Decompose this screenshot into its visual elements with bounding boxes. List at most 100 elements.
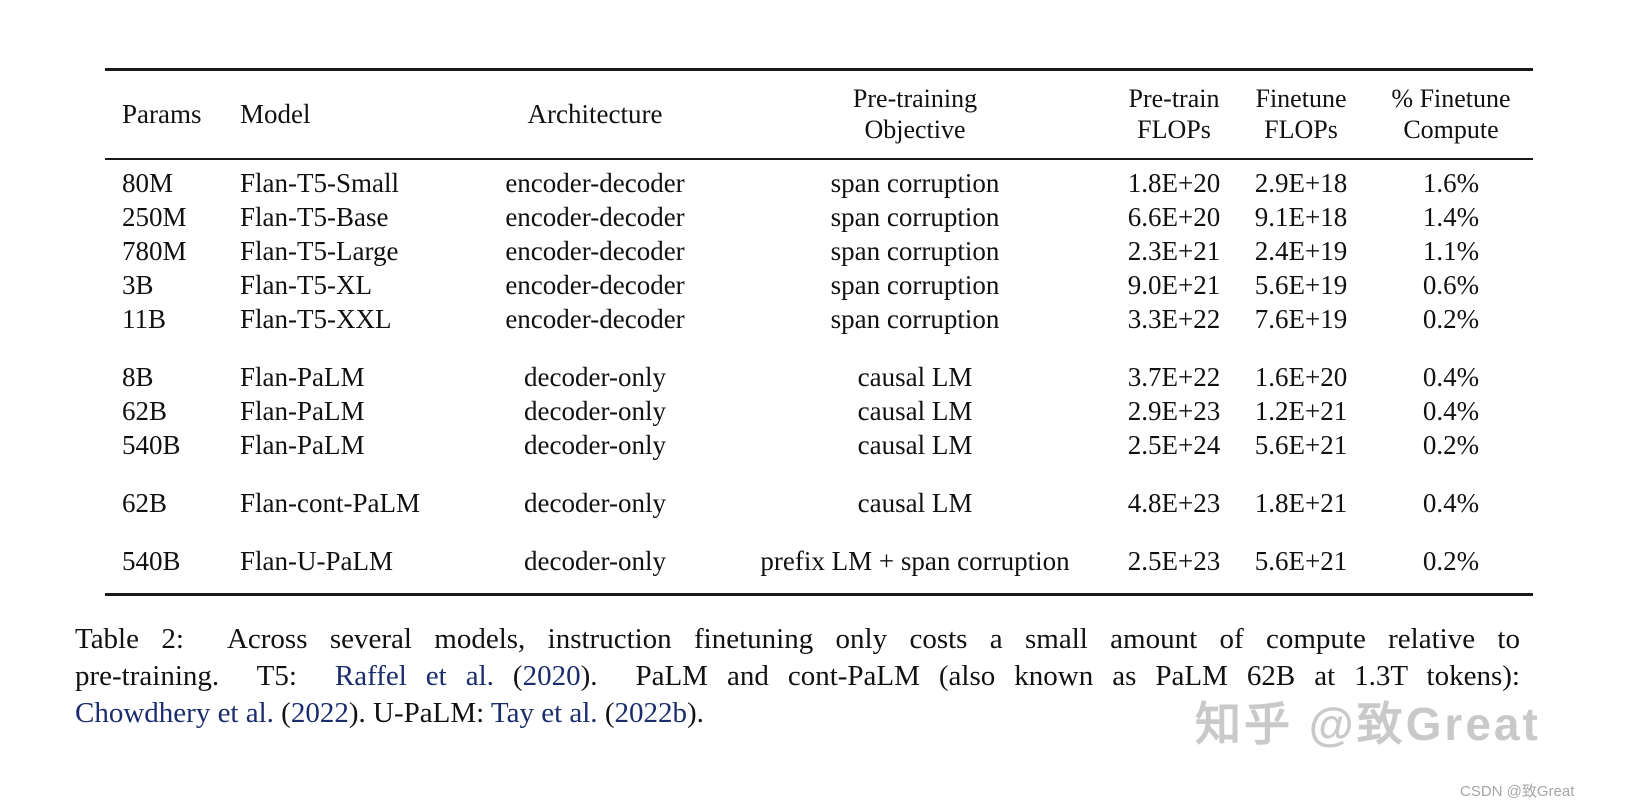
- cell-finetune-flops: 7.6E+19: [1254, 304, 1348, 334]
- citation-year-tay[interactable]: 2022b: [614, 697, 687, 729]
- cell-pct-finetune: 0.4%: [1422, 396, 1480, 426]
- table-row: 3B Flan-T5-XL encoder-decoder span corru…: [105, 269, 1533, 303]
- cell-params: 8B: [122, 362, 154, 392]
- cell-pct-finetune: 0.4%: [1422, 362, 1480, 392]
- caption-line-1: Table 2: Across several models, instruct…: [75, 623, 1520, 655]
- cell-objective: span corruption: [830, 270, 1000, 300]
- header-row: Params Model Architecture Pre-training Ob…: [105, 69, 1533, 160]
- cell-objective: causal LM: [857, 362, 973, 392]
- cell-finetune-flops: 5.6E+19: [1254, 270, 1348, 300]
- cell-pct-finetune: 0.2%: [1422, 546, 1480, 576]
- citation-year-raffel[interactable]: 2020: [522, 660, 581, 692]
- cell-architecture: decoder-only: [524, 546, 666, 576]
- table-row: 540B Flan-PaLM decoder-only causal LM 2.…: [105, 429, 1533, 463]
- cell-model: Flan-cont-PaLM: [240, 488, 420, 518]
- cell-finetune-flops: 9.1E+18: [1254, 202, 1348, 232]
- cell-model: Flan-U-PaLM: [240, 546, 393, 576]
- cell-pct-finetune: 0.6%: [1422, 270, 1480, 300]
- col-header-finetune-flops: Finetune FLOPs: [1233, 69, 1369, 160]
- cell-objective: span corruption: [830, 168, 1000, 198]
- cell-objective: causal LM: [857, 430, 973, 460]
- cell-pretrain-flops: 4.8E+23: [1127, 488, 1221, 518]
- caption-text: pre-training. T5:: [75, 660, 335, 692]
- cell-pct-finetune: 0.4%: [1422, 488, 1480, 518]
- col-header-model: Model: [225, 69, 475, 160]
- col-header-pct-finetune-compute: % Finetune Compute: [1369, 69, 1533, 160]
- cell-pct-finetune: 1.6%: [1422, 168, 1480, 198]
- cell-params: 780M: [122, 236, 187, 266]
- compute-cost-table: Params Model Architecture Pre-training Ob…: [105, 68, 1533, 596]
- table-row: 8B Flan-PaLM decoder-only causal LM 3.7E…: [105, 361, 1533, 395]
- cell-pretrain-flops: 9.0E+21: [1127, 270, 1221, 300]
- cell-objective: causal LM: [857, 488, 973, 518]
- caption-line-2: pre-training. T5: Raffel et al. (2020). …: [75, 658, 1520, 695]
- caption-text: (: [597, 697, 615, 729]
- table-row: 80M Flan-T5-Small encoder-decoder span c…: [105, 167, 1533, 201]
- citation-link-raffel[interactable]: Raffel et al.: [334, 660, 494, 692]
- table-caption: Table 2: Across several models, instruct…: [75, 621, 1520, 732]
- cell-pretrain-flops: 3.3E+22: [1127, 304, 1221, 334]
- cell-params: 11B: [122, 304, 167, 334]
- cell-pct-finetune: 1.1%: [1422, 236, 1480, 266]
- cell-objective: span corruption: [830, 236, 1000, 266]
- table-row: 11B Flan-T5-XXL encoder-decoder span cor…: [105, 303, 1533, 337]
- cell-finetune-flops: 5.6E+21: [1254, 430, 1348, 460]
- cell-finetune-flops: 1.8E+21: [1254, 488, 1348, 518]
- cell-model: Flan-PaLM: [240, 362, 365, 392]
- cell-params: 250M: [122, 202, 187, 232]
- col-header-params: Params: [105, 69, 225, 160]
- cell-objective: span corruption: [830, 304, 1000, 334]
- cell-objective: prefix LM + span corruption: [760, 546, 1070, 576]
- cell-model: Flan-T5-Base: [240, 202, 389, 232]
- cell-finetune-flops: 1.6E+20: [1254, 362, 1348, 392]
- cell-pct-finetune: 0.2%: [1422, 304, 1480, 334]
- cell-architecture: encoder-decoder: [505, 168, 685, 198]
- zhihu-watermark: 知乎 @致Great: [1195, 698, 1541, 750]
- cell-architecture: encoder-decoder: [505, 236, 685, 266]
- caption-text: ).: [686, 697, 704, 729]
- caption-text: (: [273, 697, 291, 729]
- cell-pretrain-flops: 2.5E+23: [1127, 546, 1221, 576]
- caption-text: ). U-PaLM:: [348, 697, 491, 729]
- cell-architecture: decoder-only: [524, 362, 666, 392]
- cell-model: Flan-PaLM: [240, 396, 365, 426]
- cell-finetune-flops: 2.4E+19: [1254, 236, 1348, 266]
- table-row: 540B Flan-U-PaLM decoder-only prefix LM …: [105, 545, 1533, 579]
- caption-text: (: [493, 660, 523, 692]
- table-row: 780M Flan-T5-Large encoder-decoder span …: [105, 235, 1533, 269]
- cell-architecture: encoder-decoder: [505, 202, 685, 232]
- cell-pretrain-flops: 2.9E+23: [1127, 396, 1221, 426]
- cell-model: Flan-PaLM: [240, 430, 365, 460]
- cell-pretrain-flops: 3.7E+22: [1127, 362, 1221, 392]
- cell-model: Flan-T5-Small: [240, 168, 399, 198]
- cell-objective: span corruption: [830, 202, 1000, 232]
- cell-pretrain-flops: 2.5E+24: [1127, 430, 1221, 460]
- col-header-pretrain-flops: Pre-train FLOPs: [1115, 69, 1233, 160]
- citation-year-chowdhery[interactable]: 2022: [290, 697, 349, 729]
- cell-params: 80M: [122, 168, 174, 198]
- cell-finetune-flops: 1.2E+21: [1254, 396, 1348, 426]
- cell-architecture: decoder-only: [524, 488, 666, 518]
- cell-finetune-flops: 2.9E+18: [1254, 168, 1348, 198]
- table-row: 62B Flan-PaLM decoder-only causal LM 2.9…: [105, 395, 1533, 429]
- table-row: 62B Flan-cont-PaLM decoder-only causal L…: [105, 487, 1533, 521]
- cell-architecture: encoder-decoder: [505, 270, 685, 300]
- cell-model: Flan-T5-XL: [240, 270, 372, 300]
- cell-finetune-flops: 5.6E+21: [1254, 546, 1348, 576]
- table-row: 250M Flan-T5-Base encoder-decoder span c…: [105, 201, 1533, 235]
- citation-link-tay[interactable]: Tay et al.: [490, 697, 598, 729]
- cell-model: Flan-T5-XXL: [240, 304, 392, 334]
- cell-pretrain-flops: 2.3E+21: [1127, 236, 1221, 266]
- cell-architecture: encoder-decoder: [505, 304, 685, 334]
- citation-link-chowdhery[interactable]: Chowdhery et al.: [75, 697, 274, 729]
- caption-line-3: Chowdhery et al. (2022). U-PaLM: Tay et …: [75, 695, 1520, 732]
- col-header-architecture: Architecture: [475, 69, 715, 160]
- cell-params: 62B: [122, 488, 168, 518]
- cell-pretrain-flops: 6.6E+20: [1127, 202, 1221, 232]
- caption-text: ). PaLM and cont-PaLM (also known as PaL…: [580, 660, 1520, 692]
- cell-params: 62B: [122, 396, 168, 426]
- cell-model: Flan-T5-Large: [240, 236, 399, 266]
- csdn-watermark: CSDN @致Great: [1460, 783, 1575, 800]
- cell-params: 540B: [122, 430, 181, 460]
